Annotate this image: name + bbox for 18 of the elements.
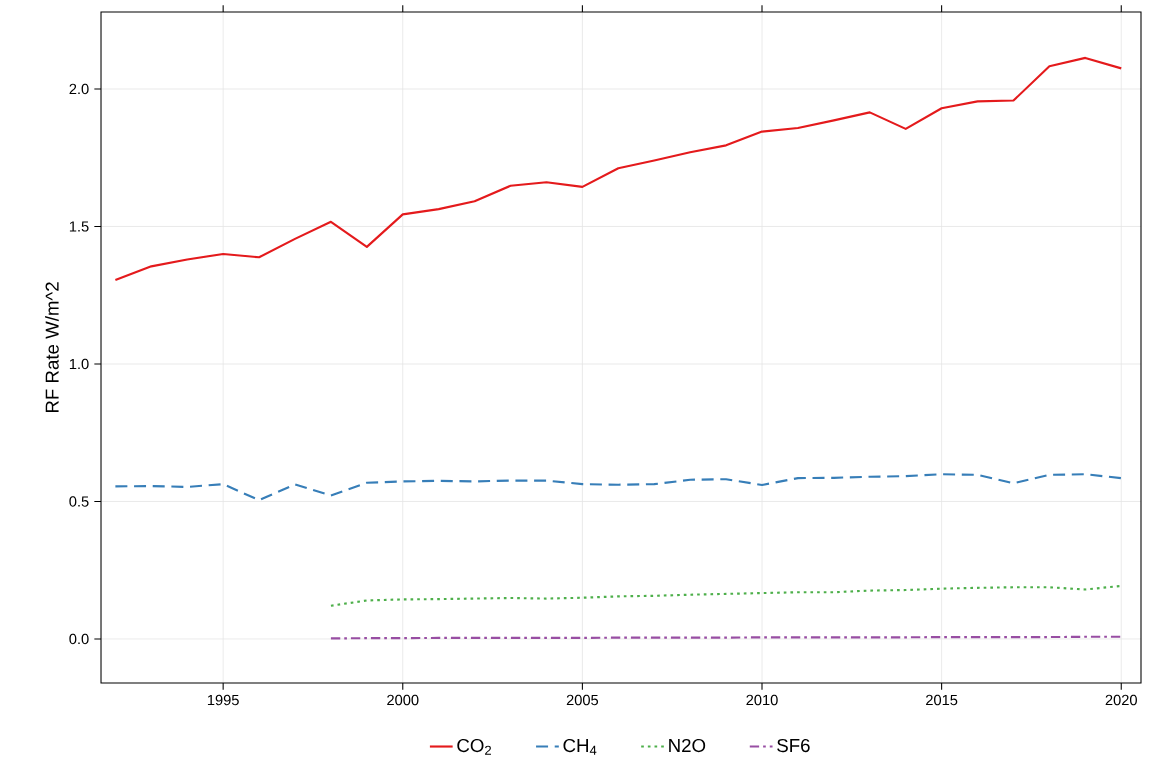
legend-label: CH$_{4}$ xyxy=(563,738,597,755)
x-tick-label: 2005 xyxy=(566,694,599,706)
legend-label: N2O xyxy=(669,738,706,753)
line-series xyxy=(114,56,1123,282)
legend-label: CO$_{2}$ xyxy=(457,738,491,755)
x-tick-label: 2000 xyxy=(387,694,419,706)
y-tick-label: 0.5 xyxy=(69,496,89,507)
x-tick-label: 2010 xyxy=(746,694,778,706)
legend-label: SF6 xyxy=(777,738,810,753)
x-tick-label: 2015 xyxy=(926,694,958,706)
y-tick-label: 1.0 xyxy=(69,358,89,370)
y-axis-title: RF Rate W/m^2 xyxy=(45,282,59,413)
x-tick-label: 2020 xyxy=(1105,694,1137,706)
y-tick-label: 2.0 xyxy=(69,83,89,95)
x-tick-label: 1995 xyxy=(207,694,239,706)
y-tick-label: 0.0 xyxy=(69,633,89,645)
y-tick-label: 1.5 xyxy=(69,221,89,232)
line-series xyxy=(114,473,1123,502)
